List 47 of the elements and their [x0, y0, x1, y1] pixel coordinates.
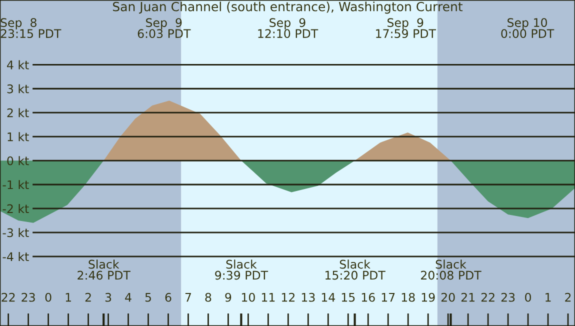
x-tick-label: 1: [66, 293, 71, 302]
x-tick-label: 18: [402, 292, 415, 302]
x-tick-label: 16: [362, 292, 375, 302]
annotation: Slack 15:20 PDT: [325, 260, 386, 280]
x-tick-label: 2: [565, 292, 571, 302]
x-tick-label: 0: [525, 292, 531, 302]
x-tick-label: 13: [302, 292, 315, 302]
x-tick-label: 4: [125, 293, 132, 302]
x-tick-label: 17: [382, 293, 395, 302]
annotation: Sep 10 0:00 PDT: [501, 18, 554, 38]
x-tick-label: 23: [22, 292, 35, 302]
annotation: Sep 8 23:15 PDT: [0, 18, 62, 38]
annotation: Slack 9:39 PDT: [215, 260, 268, 280]
annotation: Sep 9 12:10 PDT: [258, 18, 318, 38]
chart-title: San Juan Channel (south entrance), Washington Current: [112, 2, 463, 14]
x-tick-label: 6: [165, 292, 172, 302]
annotation: Slack 2:46 PDT: [78, 260, 130, 280]
x-tick-label: 15: [342, 293, 355, 302]
x-tick-label: 3: [105, 292, 112, 302]
x-tick-label: 11: [262, 293, 275, 302]
x-tick-label: 9: [225, 292, 232, 302]
x-tick-label: 7: [185, 293, 191, 302]
annotation: Slack 20:08 PDT: [421, 260, 482, 280]
y-tick-label: -4 kt: [2, 252, 29, 261]
annotation: Sep 9 17:59 PDT: [376, 18, 436, 38]
y-tick-label: -3 kt: [2, 228, 29, 238]
x-tick-label: 1: [546, 293, 551, 302]
x-tick-label: 19: [422, 292, 435, 302]
y-tick-label: -2 kt: [2, 204, 29, 214]
y-tick-label: 2 kt: [7, 108, 29, 118]
x-tick-label: 10: [242, 292, 255, 302]
x-tick-label: 0: [45, 292, 52, 302]
y-tick-label: -1 kt: [2, 180, 29, 190]
x-tick-label: 2: [85, 292, 91, 302]
annotation: Sep 9 6:03 PDT: [138, 18, 191, 38]
y-tick-label: 3 kt: [7, 84, 29, 94]
x-tick-label: 5: [145, 293, 151, 302]
x-tick-label: 22: [481, 292, 494, 302]
y-tick-label: 4 kt: [7, 60, 29, 70]
x-tick-label: 12: [282, 292, 294, 302]
x-tick-label: 14: [322, 293, 335, 302]
y-tick-label: 1 kt: [8, 132, 29, 142]
x-tick-label: 21: [461, 292, 474, 302]
x-tick-label: 20: [441, 292, 455, 302]
x-tick-label: 8: [205, 292, 212, 302]
x-tick-label: 23: [501, 292, 515, 302]
x-tick-label: 22: [2, 292, 15, 302]
